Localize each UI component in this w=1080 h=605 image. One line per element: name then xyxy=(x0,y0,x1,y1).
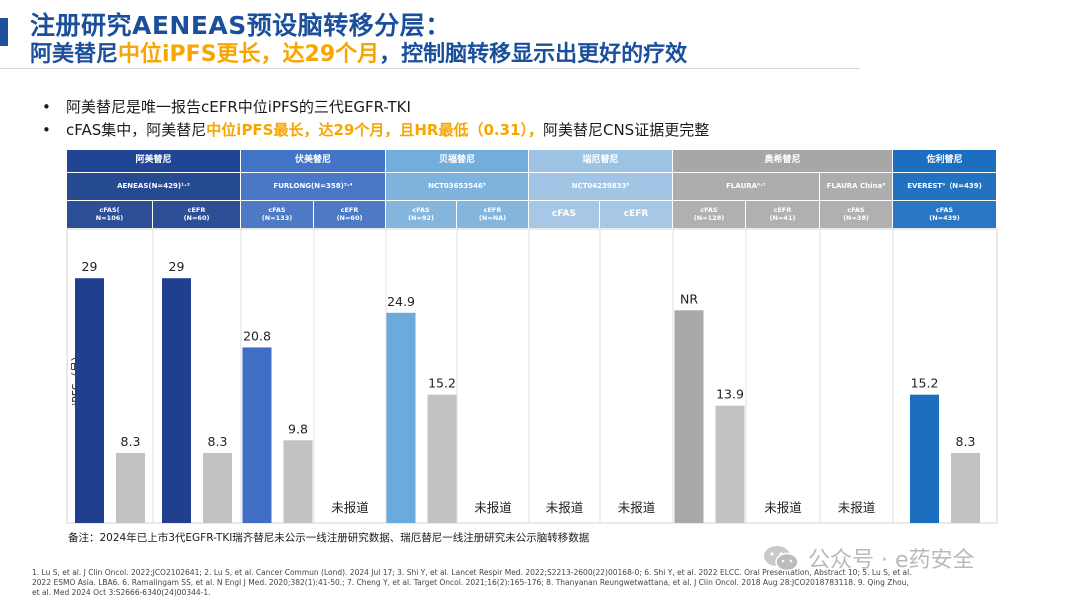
header-study-1: FURLONG(N=358)³·⁴ xyxy=(241,173,386,201)
bar xyxy=(242,347,272,523)
bar xyxy=(203,452,232,523)
bar-value-label: 8.3 xyxy=(208,434,228,449)
header-study-5: FLAURA China⁸ xyxy=(820,173,893,201)
bar xyxy=(386,312,416,523)
bar-value-label: 29 xyxy=(169,259,185,274)
header-drug-0: 阿美替尼 xyxy=(67,150,241,173)
bullet-item-2: cFAS集中，阿美替尼中位iPFS最长，达29个月，且HR最低（0.31），阿美… xyxy=(42,119,709,142)
header-study-3: NCT04239833⁶ xyxy=(529,173,673,201)
bar xyxy=(162,278,191,523)
bar-value-label: 15.2 xyxy=(911,376,939,391)
header-drug-5: 佐利替尼 xyxy=(893,150,997,173)
watermark-text: 公众号 · e药安全 xyxy=(808,548,975,573)
bar xyxy=(427,394,457,523)
header-drug-3: 瑞厄替尼 xyxy=(529,150,673,173)
bar-value-label: 20.8 xyxy=(243,328,271,343)
header-drug-1: 伏美替尼 xyxy=(241,150,386,173)
header-study-0: AENEAS(N=429)¹·² xyxy=(67,173,241,201)
title-line-2-pre: 阿美替尼 xyxy=(30,42,119,67)
title-line-1: 注册研究AENEAS预设脑转移分层： xyxy=(30,11,451,40)
header-subgroup-3: cEFR (N=60) xyxy=(314,201,386,229)
plot-frame xyxy=(66,228,998,524)
header-drug-2: 贝福替尼 xyxy=(386,150,529,173)
header-study-2: NCT03653546⁵ xyxy=(386,173,529,201)
bar xyxy=(674,310,704,523)
bullet-2-highlight: 中位iPFS最长，达29个月，且HR最低（0.31）， xyxy=(206,121,543,139)
bar-value-label: 29 xyxy=(82,259,98,274)
bar xyxy=(951,452,980,523)
header-subgroup-5: cEFR (N=NA) xyxy=(457,201,529,229)
header-drug-4: 奥希替尼 xyxy=(673,150,893,173)
bar-value-label: 15.2 xyxy=(428,376,456,391)
wechat-icon xyxy=(764,546,799,572)
bar xyxy=(75,278,104,523)
bar xyxy=(715,405,745,523)
not-reported-label: 未报道 xyxy=(474,500,512,515)
header-subgroup-4: cFAS (N=92) xyxy=(386,201,457,229)
header-subgroup-8: cFAS (N=128) xyxy=(673,201,746,229)
bar xyxy=(116,452,145,523)
bar-value-label: NR xyxy=(680,291,698,306)
title-line-2-highlight: 中位iPFS更长，达29个月 xyxy=(118,42,380,67)
not-reported-label: 未报道 xyxy=(331,500,369,515)
bar-value-label: 24.9 xyxy=(387,294,415,309)
header-subgroup-0: cFAS( N=106) xyxy=(67,201,153,229)
not-reported-label: 未报道 xyxy=(546,500,584,515)
bullet-item-1: 阿美替尼是唯一报告cEFR中位iPFS的三代EGFR-TKI xyxy=(42,96,709,119)
header-subgroup-11: cFAS (N=439) xyxy=(893,201,997,229)
remark-note: 备注：2024年已上市3代EGFR-TKI瑞齐替尼未公示一线注册研究数据、瑞厄替… xyxy=(68,532,590,544)
bar-value-label: 8.3 xyxy=(121,434,141,449)
header-study-4: FLAURA⁶·⁷ xyxy=(673,173,820,201)
not-reported-label: 未报道 xyxy=(764,500,802,515)
header-subgroup-2: cFAS (N=133) xyxy=(241,201,314,229)
bullet-1-text: 阿美替尼是唯一报告cEFR中位iPFS的三代EGFR-TKI xyxy=(66,98,411,116)
header-subgroup-6: cFAS xyxy=(529,201,600,229)
title-line-2-post: ，控制脑转移显示出更好的疗效 xyxy=(379,42,688,67)
title-divider xyxy=(0,68,860,69)
references: 1. Lu S, et al. J Clin Oncol. 2022;JCO21… xyxy=(32,568,912,598)
bullet-2-post: 阿美替尼CNS证据更完整 xyxy=(542,121,710,139)
not-reported-label: 未报道 xyxy=(838,500,876,515)
bullet-list: 阿美替尼是唯一报告cEFR中位iPFS的三代EGFR-TKI cFAS集中，阿美… xyxy=(42,96,709,142)
header-study-6: EVEREST⁹（N=439) xyxy=(893,173,997,201)
not-reported-label: 未报道 xyxy=(618,500,656,515)
title-line-2: 阿美替尼中位iPFS更长，达29个月，控制脑转移显示出更好的疗效 xyxy=(30,36,687,68)
bullet-2-pre: cFAS集中，阿美替尼 xyxy=(66,121,207,139)
header-subgroup-10: cFAS (N=38) xyxy=(820,201,893,229)
bar xyxy=(283,440,313,523)
bar-value-label: 13.9 xyxy=(716,387,744,402)
bar-value-label: 9.8 xyxy=(288,421,308,436)
bar-value-label: 8.3 xyxy=(956,434,976,449)
bar xyxy=(910,394,939,523)
watermark: 公众号 · e药安全 xyxy=(762,542,975,574)
title-accent-bar xyxy=(0,18,8,46)
